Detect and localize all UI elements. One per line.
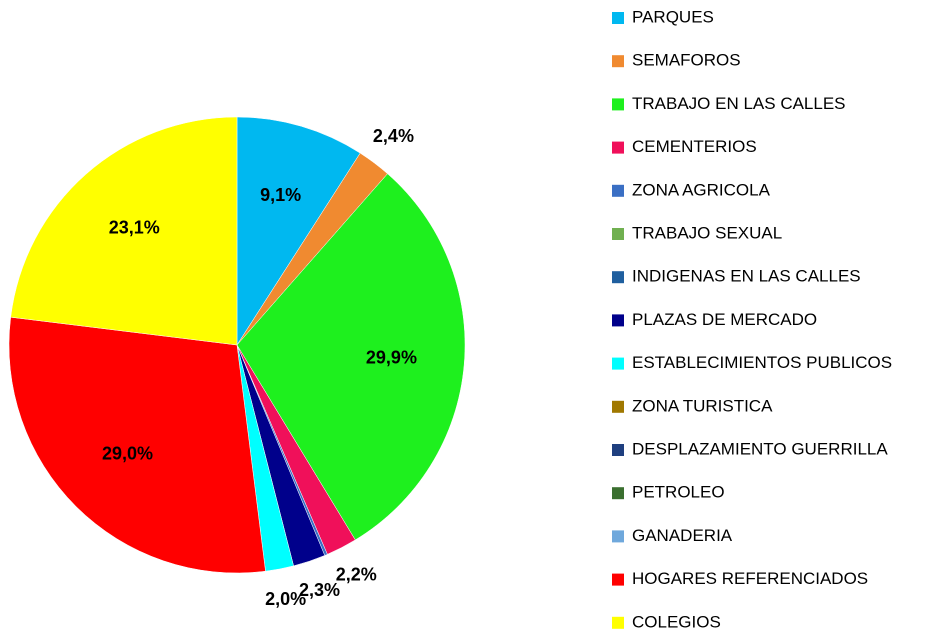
- legend-swatch: [612, 271, 624, 284]
- legend-swatch: [612, 400, 624, 413]
- legend-swatch: [612, 530, 624, 543]
- pie-slice: [236, 173, 466, 541]
- legend-label: TRABAJO SEXUAL: [632, 223, 782, 242]
- legend-label: TRABAJO EN LAS CALLES: [632, 94, 846, 113]
- data-label: 23,1%: [109, 218, 160, 238]
- legend-label: HOGARES REFERENCIADOS: [632, 569, 868, 588]
- legend-label: COLEGIOS: [632, 612, 721, 631]
- data-label: 2,2%: [336, 565, 377, 585]
- data-label: 9,1%: [260, 185, 301, 205]
- data-label: 29,0%: [102, 444, 153, 464]
- legend-swatch: [612, 357, 624, 370]
- legend-label: PLAZAS DE MERCADO: [632, 310, 817, 329]
- legend-label: SEMAFOROS: [632, 51, 741, 70]
- legend-label: GANADERIA: [632, 526, 733, 545]
- legend-label: ZONA AGRICOLA: [632, 180, 771, 199]
- legend-swatch: [612, 487, 624, 500]
- legend-swatch: [612, 314, 624, 327]
- data-label: 2,0%: [265, 589, 306, 609]
- legend-swatch: [612, 141, 624, 154]
- legend-label: ZONA TURISTICA: [632, 396, 773, 415]
- pie-slice: [10, 116, 238, 346]
- legend-label: INDIGENAS EN LAS CALLES: [632, 267, 861, 286]
- legend-swatch: [612, 573, 624, 586]
- legend-label: ESTABLECIMIENTOS PUBLICOS: [632, 353, 892, 372]
- data-label: 2,3%: [299, 580, 340, 600]
- legend-swatch: [612, 12, 624, 24]
- legend-label: PARQUES: [632, 7, 714, 26]
- data-label: 2,4%: [373, 126, 414, 146]
- legend-swatch: [612, 98, 624, 111]
- legend-label: PETROLEO: [632, 483, 725, 502]
- legend-swatch: [612, 55, 624, 68]
- legend-label: DESPLAZAMIENTO GUERRILLA: [632, 439, 888, 458]
- legend-swatch: [612, 444, 624, 456]
- legend-label: CEMENTERIOS: [632, 137, 757, 156]
- legend-swatch: [612, 184, 624, 197]
- pie-slice: [8, 316, 266, 574]
- legend-swatch: [612, 616, 624, 629]
- pie-slice: [236, 116, 361, 346]
- data-label: 29,9%: [366, 347, 417, 367]
- legend-swatch: [612, 228, 624, 240]
